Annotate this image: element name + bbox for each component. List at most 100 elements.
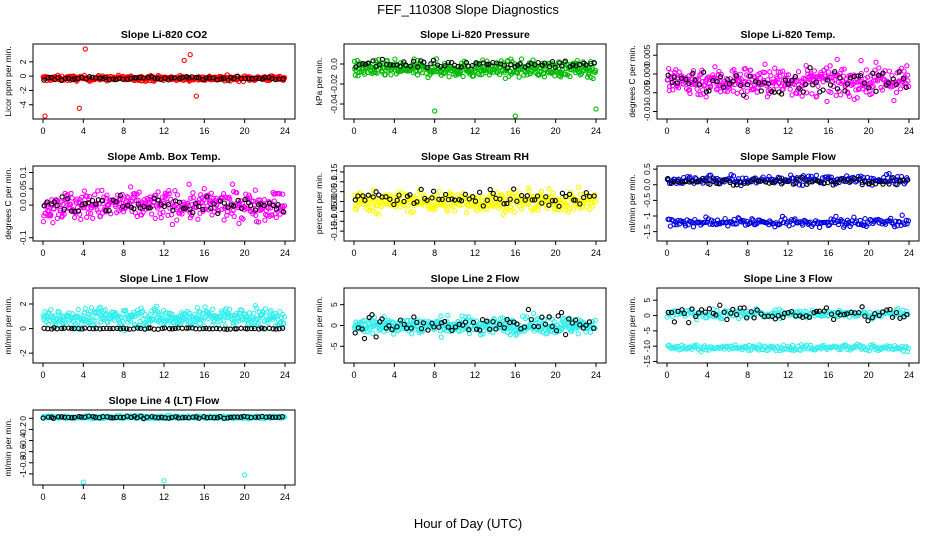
mean-point — [872, 311, 878, 317]
mean-point — [79, 326, 85, 332]
data-point — [565, 209, 571, 215]
data-point — [575, 184, 582, 190]
mean-point — [238, 325, 244, 331]
mean-point — [549, 198, 556, 204]
mean-point — [415, 64, 421, 70]
data-point — [157, 210, 163, 216]
data-point — [791, 347, 797, 353]
y-axis-label: ml/min per min. — [314, 296, 324, 354]
mean-point — [456, 321, 462, 328]
x-tick-label: 20 — [864, 126, 874, 136]
x-tick-label: 16 — [199, 248, 209, 258]
data-point — [375, 211, 382, 217]
outlier-point — [161, 477, 167, 484]
mean-point — [769, 179, 775, 186]
data-point — [518, 56, 525, 62]
data-point — [805, 346, 811, 352]
data-point — [219, 206, 225, 212]
y-tick-label: -0.1 — [329, 214, 339, 229]
data-point — [834, 56, 840, 63]
mean-point — [696, 82, 703, 88]
mean-point — [689, 306, 695, 312]
data-point — [95, 188, 101, 194]
mean-point — [376, 62, 383, 68]
mean-point — [559, 190, 566, 196]
data-point — [200, 318, 206, 324]
mean-point — [872, 181, 879, 187]
data-point — [364, 201, 371, 207]
y-tick-label: -0.05 — [329, 201, 339, 221]
data-point — [369, 207, 376, 214]
data-point — [891, 223, 898, 230]
mean-point — [828, 311, 835, 317]
y-tick-label: -0.2 — [18, 422, 28, 437]
mean-point — [62, 75, 69, 82]
mean-point — [785, 310, 791, 316]
mean-point — [270, 326, 276, 332]
data-point — [57, 317, 63, 323]
data-point — [904, 308, 910, 315]
data-point — [210, 306, 216, 312]
data-point — [883, 171, 890, 178]
data-point — [91, 318, 97, 324]
data-point — [265, 205, 271, 211]
x-tick-label: 12 — [159, 126, 169, 136]
mean-point — [135, 201, 141, 207]
data-point — [508, 204, 514, 210]
data-point — [223, 306, 229, 312]
mean-point — [504, 65, 510, 71]
data-point — [843, 220, 850, 226]
data-point — [120, 318, 126, 324]
mean-point — [195, 75, 202, 81]
y-tick-label: 0.0 — [18, 199, 28, 211]
mean-point — [369, 312, 375, 318]
data-point — [717, 89, 724, 95]
mean-point — [93, 201, 99, 207]
data-point — [666, 83, 673, 89]
mean-point — [586, 319, 593, 325]
data-point — [499, 192, 506, 198]
y-tick-label: -0.15 — [329, 221, 339, 241]
y-axis-label: ml/min per min. — [627, 296, 637, 354]
data-point — [479, 71, 485, 78]
data-point — [744, 88, 750, 94]
x-tick-label: 16 — [199, 370, 209, 380]
x-tick-label: 24 — [280, 492, 290, 502]
mean-point — [886, 181, 892, 187]
mean-point — [196, 203, 202, 210]
mean-point — [583, 62, 589, 68]
mean-point — [534, 193, 541, 199]
mean-point — [682, 178, 688, 185]
mean-point — [182, 205, 188, 211]
y-tick-label: -4 — [18, 101, 28, 109]
x-tick-label: 12 — [470, 126, 480, 136]
data-point — [507, 332, 513, 338]
mean-point — [410, 58, 417, 64]
data-point — [556, 59, 562, 65]
x-tick-label: 12 — [783, 126, 793, 136]
x-tick-label: 16 — [510, 126, 520, 136]
mean-point — [572, 197, 578, 203]
mean-point — [713, 312, 719, 318]
mean-point — [879, 309, 886, 315]
mean-point — [511, 186, 517, 192]
mean-point — [669, 79, 675, 86]
mean-point — [373, 189, 379, 195]
x-tick-label: 12 — [783, 248, 793, 258]
data-point — [837, 92, 844, 98]
mean-point — [97, 326, 103, 332]
data-point — [743, 175, 749, 181]
data-point — [722, 343, 729, 349]
y-tick-label: 5 — [329, 302, 339, 307]
mean-point — [897, 178, 903, 184]
mean-point — [823, 305, 830, 311]
mean-point — [466, 327, 472, 333]
data-point — [688, 81, 695, 88]
data-point — [136, 189, 142, 195]
data-point — [882, 221, 889, 227]
mean-point — [681, 310, 687, 317]
mean-point — [693, 313, 699, 320]
